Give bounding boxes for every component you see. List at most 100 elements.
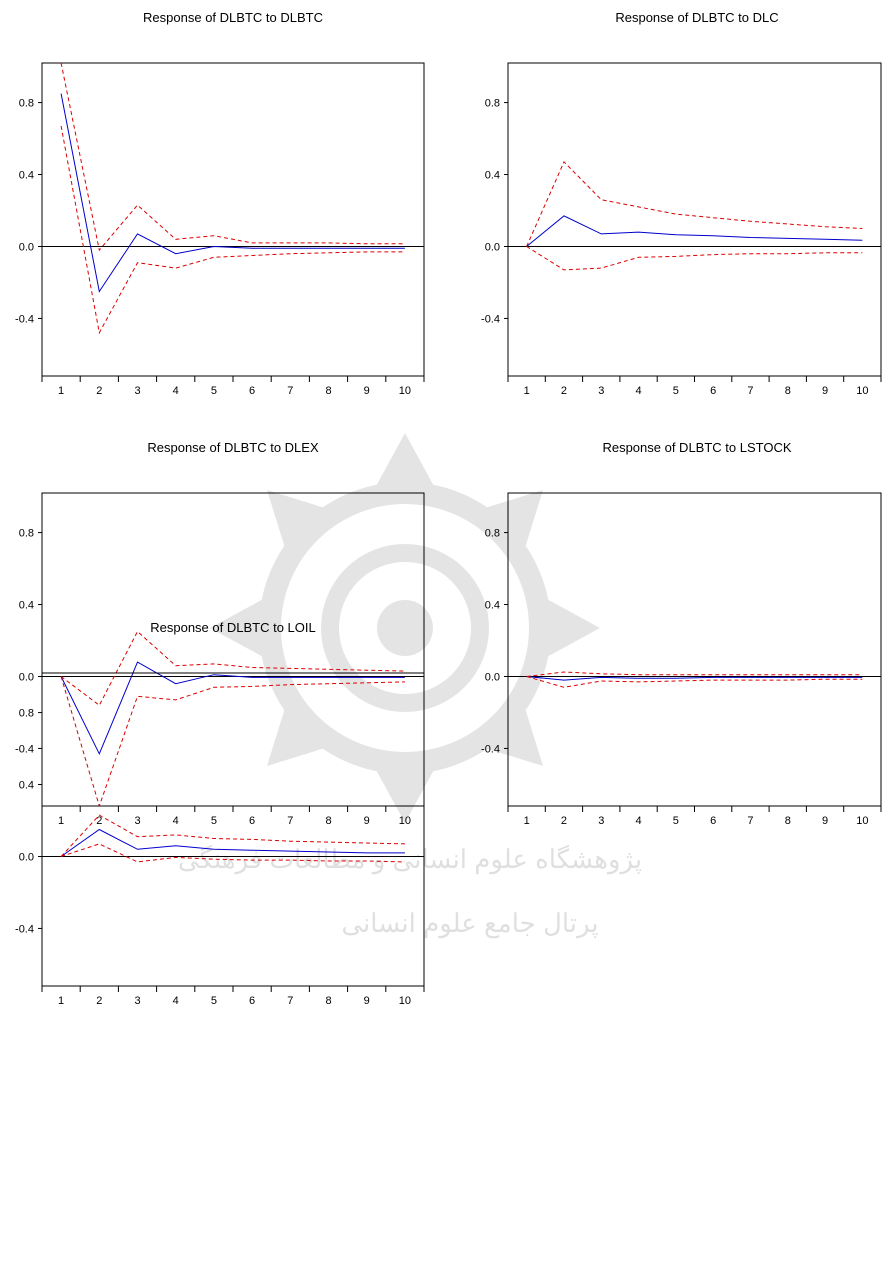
chart-title: Response of DLBTC to LOIL bbox=[150, 620, 315, 635]
series-group bbox=[526, 671, 863, 688]
irf-panel-5: Response of DLBTC to LOIL 0.8 0.4 0.0 -0.4 1 2… bbox=[15, 620, 425, 1007]
y-tick-label: 0.8 bbox=[19, 708, 34, 720]
x-tick-label: 9 bbox=[822, 385, 828, 397]
x-tick-label: 3 bbox=[134, 385, 140, 397]
x-tick-label: 10 bbox=[856, 815, 868, 827]
x-tick-label: 10 bbox=[399, 995, 411, 1007]
upper-confidence-band bbox=[526, 671, 863, 677]
lower-confidence-band bbox=[60, 843, 405, 863]
chart-title: Response of DLBTC to DLC bbox=[615, 10, 778, 25]
lower-confidence-band bbox=[60, 676, 405, 806]
chart-title: Response of DLBTC to DLBTC bbox=[143, 10, 323, 25]
x-tick-label: 7 bbox=[287, 815, 293, 827]
y-tick-label: -0.4 bbox=[15, 923, 34, 935]
irf-panel-3: Response of DLBTC to DLEX 0.8 0.4 0.0 -0.4 1 2… bbox=[15, 440, 425, 827]
x-tick-label: 2 bbox=[561, 385, 567, 397]
plot-frame bbox=[507, 62, 882, 377]
y-tick-label: 0.4 bbox=[19, 600, 34, 612]
irf-panel-1: Response of DLBTC to DLBTC 0.8 0.4 0.0 -0.4 1… bbox=[15, 10, 425, 397]
lower-confidence-band bbox=[60, 125, 405, 335]
x-tick-label: 2 bbox=[561, 815, 567, 827]
y-tick-label: 0.8 bbox=[485, 98, 500, 110]
irf-panel-2: Response of DLBTC to DLC 0.8 0.4 0.0 -0.4 1 2 3… bbox=[481, 10, 882, 397]
x-tick-label: 6 bbox=[249, 815, 255, 827]
y-tick-label: 0.4 bbox=[19, 170, 34, 182]
x-tick-label: 3 bbox=[134, 815, 140, 827]
y-tick-label: 0.0 bbox=[485, 241, 500, 253]
lower-confidence-band bbox=[526, 676, 863, 688]
y-tick-label: -0.4 bbox=[481, 313, 500, 325]
x-tick-label: 7 bbox=[747, 815, 753, 827]
x-tick-label: 3 bbox=[598, 815, 604, 827]
y-tick-label: 0.0 bbox=[485, 671, 500, 683]
y-tick-label: 0.4 bbox=[485, 600, 500, 612]
x-tick-label: 6 bbox=[710, 385, 716, 397]
x-tick-label: 10 bbox=[856, 385, 868, 397]
x-tick-label: 9 bbox=[364, 385, 370, 397]
x-tick-label: 4 bbox=[173, 995, 179, 1007]
plot-frame bbox=[507, 492, 882, 807]
y-tick-label: 0.8 bbox=[19, 528, 34, 540]
x-tick-label: 6 bbox=[249, 995, 255, 1007]
plot-frame bbox=[41, 62, 425, 377]
x-tick-label: 1 bbox=[58, 995, 64, 1007]
upper-confidence-band bbox=[60, 814, 405, 857]
y-tick-label: -0.4 bbox=[481, 743, 500, 755]
upper-confidence-band bbox=[526, 161, 863, 247]
irf-panel-4: Response of DLBTC to LSTOCK 0.8 0.4 0.0 -0.4… bbox=[481, 440, 882, 827]
x-tick-label: 8 bbox=[785, 385, 791, 397]
series-group bbox=[60, 63, 405, 335]
x-tick-label: 4 bbox=[635, 815, 641, 827]
watermark-line-2: پرتال جامع علوم انسانی bbox=[341, 908, 598, 939]
y-tick-label: 0.4 bbox=[485, 170, 500, 182]
x-tick-label: 9 bbox=[364, 995, 370, 1007]
x-tick-label: 8 bbox=[785, 815, 791, 827]
y-tick-label: 0.0 bbox=[19, 241, 34, 253]
x-tick-label: 7 bbox=[287, 385, 293, 397]
x-tick-label: 4 bbox=[635, 385, 641, 397]
x-tick-label: 9 bbox=[822, 815, 828, 827]
x-tick-label: 2 bbox=[96, 815, 102, 827]
y-tick-label: 0.0 bbox=[19, 671, 34, 683]
series-group bbox=[526, 161, 863, 271]
y-tick-label: -0.4 bbox=[15, 743, 34, 755]
y-tick-label: 0.4 bbox=[19, 780, 34, 792]
x-tick-label: 5 bbox=[673, 385, 679, 397]
x-tick-label: 1 bbox=[58, 815, 64, 827]
x-tick-label: 4 bbox=[173, 385, 179, 397]
x-tick-label: 9 bbox=[364, 815, 370, 827]
watermark-line-1: پژوهشگاه علوم انسانی و مطالعات فرهنگی bbox=[178, 844, 642, 875]
x-tick-label: 6 bbox=[710, 815, 716, 827]
x-tick-label: 1 bbox=[58, 385, 64, 397]
x-tick-label: 8 bbox=[325, 815, 331, 827]
upper-confidence-band bbox=[60, 630, 405, 707]
x-tick-label: 5 bbox=[673, 815, 679, 827]
response-line bbox=[60, 661, 405, 756]
response-line bbox=[526, 215, 863, 247]
x-tick-label: 5 bbox=[211, 815, 217, 827]
series-group bbox=[60, 630, 405, 806]
chart-title: Response of DLBTC to LSTOCK bbox=[602, 440, 791, 455]
upper-confidence-band bbox=[60, 63, 405, 252]
x-tick-label: 6 bbox=[249, 385, 255, 397]
y-tick-label: 0.8 bbox=[485, 528, 500, 540]
x-tick-label: 10 bbox=[399, 385, 411, 397]
x-tick-label: 1 bbox=[524, 815, 530, 827]
x-tick-label: 2 bbox=[96, 385, 102, 397]
x-tick-label: 3 bbox=[134, 995, 140, 1007]
x-tick-label: 8 bbox=[325, 385, 331, 397]
y-tick-label: 0.0 bbox=[19, 851, 34, 863]
x-tick-label: 5 bbox=[211, 385, 217, 397]
x-tick-label: 10 bbox=[399, 815, 411, 827]
x-tick-label: 4 bbox=[173, 815, 179, 827]
x-tick-label: 2 bbox=[96, 995, 102, 1007]
chart-title: Response of DLBTC to DLEX bbox=[147, 440, 319, 455]
y-tick-label: 0.8 bbox=[19, 98, 34, 110]
lower-confidence-band bbox=[526, 246, 863, 271]
x-tick-label: 7 bbox=[747, 385, 753, 397]
y-tick-label: -0.4 bbox=[15, 313, 34, 325]
x-tick-label: 1 bbox=[524, 385, 530, 397]
watermark: پژوهشگاه علوم انسانی و مطالعات فرهنگی پر… bbox=[178, 433, 642, 939]
response-line bbox=[60, 93, 405, 293]
